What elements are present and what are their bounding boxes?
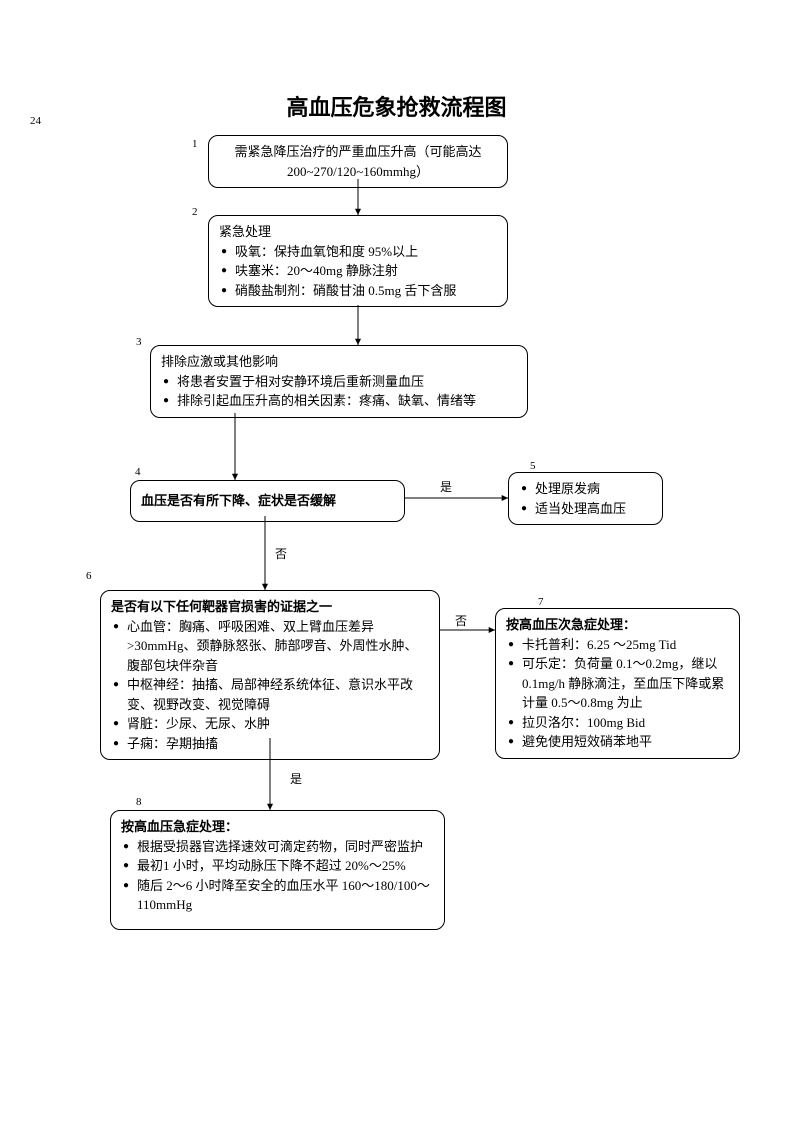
flowchart-edge	[0, 0, 793, 1122]
edge-label: 是	[290, 770, 302, 787]
